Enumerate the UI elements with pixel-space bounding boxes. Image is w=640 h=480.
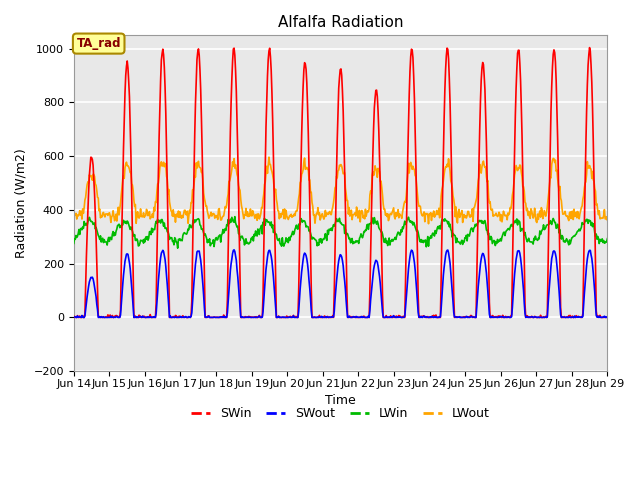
LWout xyxy=(422,211,429,216)
SWin xyxy=(604,314,611,320)
SWout xyxy=(189,288,197,294)
LWout xyxy=(425,221,433,227)
SWout xyxy=(70,314,77,320)
LWout xyxy=(604,217,611,223)
SWout xyxy=(218,314,225,320)
LWin xyxy=(189,217,197,223)
LWin xyxy=(422,244,430,250)
SWin xyxy=(421,313,429,319)
LWout xyxy=(406,162,414,168)
Legend: SWin, SWout, LWin, LWout: SWin, SWout, LWin, LWout xyxy=(186,402,495,425)
SWin xyxy=(189,253,196,259)
SWout xyxy=(81,314,88,320)
SWin xyxy=(217,314,225,320)
LWout xyxy=(217,217,225,223)
SWout xyxy=(422,314,430,320)
Title: Alfalfa Radiation: Alfalfa Radiation xyxy=(278,15,403,30)
SWin xyxy=(586,45,593,50)
SWout xyxy=(135,314,143,320)
LWin xyxy=(407,218,415,224)
SWin xyxy=(70,314,77,320)
Line: SWout: SWout xyxy=(74,250,607,317)
SWout xyxy=(604,314,611,320)
SWout xyxy=(230,247,238,252)
Y-axis label: Radiation (W/m2): Radiation (W/m2) xyxy=(15,148,28,258)
LWout xyxy=(265,154,273,160)
X-axis label: Time: Time xyxy=(325,394,356,408)
LWin xyxy=(134,243,142,249)
SWin xyxy=(134,314,142,320)
LWout xyxy=(70,212,77,217)
LWin xyxy=(79,226,87,231)
Line: SWin: SWin xyxy=(74,48,607,317)
SWout xyxy=(72,314,80,320)
LWout xyxy=(79,210,87,216)
LWout xyxy=(189,187,196,193)
Line: LWin: LWin xyxy=(74,216,607,248)
SWin xyxy=(79,314,87,320)
SWout xyxy=(407,250,415,255)
Text: TA_rad: TA_rad xyxy=(76,37,121,50)
Line: LWout: LWout xyxy=(74,157,607,224)
LWin xyxy=(218,232,225,238)
SWin xyxy=(405,91,413,97)
LWin xyxy=(174,245,182,251)
LWin xyxy=(70,240,77,246)
LWin xyxy=(604,236,611,241)
LWin xyxy=(231,214,239,219)
LWout xyxy=(134,214,142,220)
